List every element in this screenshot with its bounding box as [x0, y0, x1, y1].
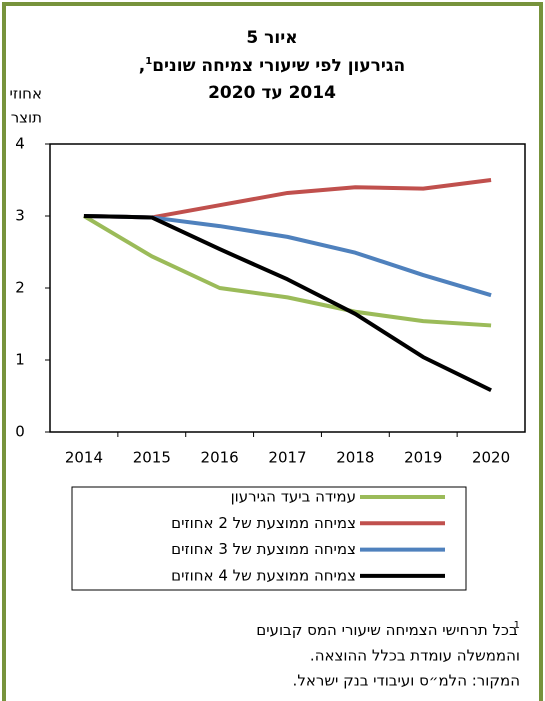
x-tick-label: 2020: [472, 449, 510, 467]
footnote: 1בכל תרחישי הצמיחה שיעורי המס קבועים: [256, 620, 520, 639]
series-line: [82, 214, 492, 328]
x-tick-label: 2018: [336, 449, 374, 467]
chart-subtitle: הגירעון לפי שיעורי צמיחה שונים1,: [139, 56, 405, 77]
y-tick-label: 1: [15, 351, 25, 369]
x-tick-label: 2014: [65, 449, 103, 467]
subtitle-text: הגירעון לפי שיעורי צמיחה שונים: [152, 56, 405, 76]
series-line: [83, 214, 492, 393]
series-line: [83, 214, 492, 298]
y-axis-label: תוצר: [11, 109, 42, 127]
legend-label: עמידה ביעד הגירעון: [231, 488, 356, 506]
chart-subtitle: 2014 עד 2020: [208, 83, 336, 103]
series-line: [83, 178, 492, 220]
x-tick-label: 2015: [133, 449, 171, 467]
y-tick-label: 0: [15, 423, 25, 441]
legend-label: צמיחה ממוצעת של 2 אחוזים: [171, 514, 356, 532]
chart-title: איור 5: [246, 28, 297, 48]
source: המקור: הלמ״ס ועיבודי בנק ישראל.: [293, 672, 520, 690]
y-tick-label: 4: [15, 135, 25, 153]
y-tick-label: 2: [15, 279, 25, 297]
legend-label: צמיחה ממוצעת של 4 אחוזים: [171, 566, 356, 584]
plot-frame: [49, 143, 526, 433]
subtitle-note: 1: [145, 56, 152, 67]
legend-label: צמיחה ממוצעת של 3 אחוזים: [171, 540, 356, 558]
footnote-mark: 1: [514, 620, 520, 631]
y-tick-label: 3: [15, 207, 25, 225]
x-tick-label: 2016: [201, 449, 239, 467]
footnote-text: בכל תרחישי הצמיחה שיעורי המס קבועים: [256, 621, 518, 639]
x-tick-label: 2019: [404, 449, 442, 467]
legend-box: [71, 486, 467, 591]
x-tick-label: 2017: [268, 449, 306, 467]
subtitle-suffix: ,: [139, 56, 145, 76]
y-axis-label: אחוזי: [10, 85, 42, 103]
footnote: והממשלה עומדת בכלל ההוצאה.: [310, 647, 520, 665]
